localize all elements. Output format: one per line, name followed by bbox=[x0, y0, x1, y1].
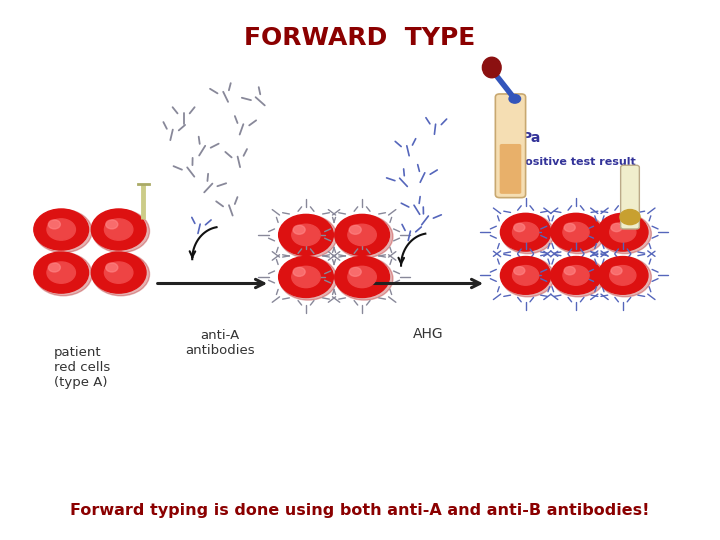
Circle shape bbox=[598, 213, 648, 251]
Circle shape bbox=[563, 266, 589, 285]
FancyBboxPatch shape bbox=[495, 94, 526, 198]
Circle shape bbox=[35, 253, 92, 296]
Circle shape bbox=[279, 214, 333, 255]
Circle shape bbox=[348, 266, 377, 288]
Circle shape bbox=[279, 215, 337, 258]
Circle shape bbox=[106, 220, 118, 229]
Circle shape bbox=[513, 266, 539, 285]
Circle shape bbox=[336, 215, 393, 258]
Circle shape bbox=[91, 252, 146, 293]
Circle shape bbox=[514, 224, 525, 232]
Circle shape bbox=[610, 266, 636, 285]
Circle shape bbox=[611, 224, 622, 232]
Text: FORWARD  TYPE: FORWARD TYPE bbox=[244, 26, 476, 50]
Circle shape bbox=[349, 267, 361, 276]
FancyBboxPatch shape bbox=[621, 165, 639, 229]
Circle shape bbox=[292, 266, 320, 288]
Circle shape bbox=[513, 222, 539, 242]
Circle shape bbox=[501, 214, 554, 254]
Circle shape bbox=[552, 257, 605, 297]
Circle shape bbox=[564, 224, 575, 232]
Text: patient
red cells
(type A): patient red cells (type A) bbox=[54, 346, 110, 389]
Circle shape bbox=[500, 213, 551, 251]
Circle shape bbox=[500, 256, 551, 294]
Circle shape bbox=[564, 267, 575, 275]
Circle shape bbox=[551, 213, 601, 251]
Circle shape bbox=[563, 222, 589, 242]
Circle shape bbox=[92, 253, 150, 296]
Circle shape bbox=[279, 256, 333, 298]
Circle shape bbox=[293, 267, 305, 276]
Circle shape bbox=[551, 256, 601, 294]
Text: Positive test result: Positive test result bbox=[517, 157, 635, 167]
Circle shape bbox=[292, 224, 320, 246]
Circle shape bbox=[598, 214, 652, 254]
Circle shape bbox=[336, 257, 393, 300]
Circle shape bbox=[92, 210, 150, 253]
Circle shape bbox=[48, 220, 60, 229]
FancyBboxPatch shape bbox=[500, 144, 521, 194]
Circle shape bbox=[91, 209, 146, 250]
Circle shape bbox=[509, 94, 521, 103]
Circle shape bbox=[48, 263, 60, 272]
Circle shape bbox=[47, 262, 76, 284]
Text: anti-A
antibodies: anti-A antibodies bbox=[185, 329, 254, 357]
Circle shape bbox=[501, 257, 554, 297]
Circle shape bbox=[104, 219, 133, 240]
Circle shape bbox=[335, 214, 390, 255]
Circle shape bbox=[598, 256, 648, 294]
Text: Forward typing is done using both anti-A and anti-B antibodies!: Forward typing is done using both anti-A… bbox=[71, 503, 649, 518]
Circle shape bbox=[348, 224, 377, 246]
Text: Pa: Pa bbox=[522, 131, 541, 145]
Circle shape bbox=[335, 256, 390, 298]
Circle shape bbox=[47, 219, 76, 240]
Circle shape bbox=[620, 210, 640, 225]
Circle shape bbox=[611, 267, 622, 275]
Circle shape bbox=[106, 263, 118, 272]
Circle shape bbox=[279, 257, 337, 300]
Circle shape bbox=[293, 225, 305, 234]
Circle shape bbox=[514, 267, 525, 275]
Text: AHG: AHG bbox=[413, 327, 444, 341]
Circle shape bbox=[104, 262, 133, 284]
Circle shape bbox=[552, 214, 605, 254]
Circle shape bbox=[34, 252, 89, 293]
Ellipse shape bbox=[482, 57, 501, 78]
Circle shape bbox=[34, 209, 89, 250]
Circle shape bbox=[598, 257, 652, 297]
Circle shape bbox=[349, 225, 361, 234]
Circle shape bbox=[610, 222, 636, 242]
Circle shape bbox=[35, 210, 92, 253]
